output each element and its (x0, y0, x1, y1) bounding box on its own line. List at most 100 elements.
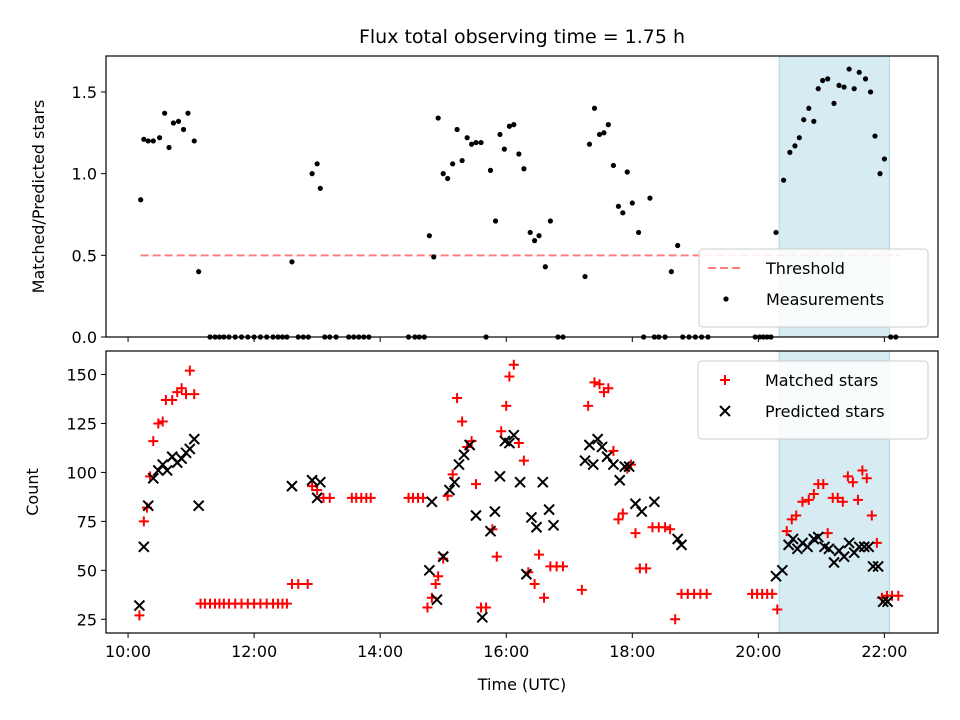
top-point-measurements (150, 138, 156, 144)
bottom-ytick-label: 125 (66, 414, 97, 433)
bottom-point-predicted-stars (314, 476, 327, 488)
bottom-xtick-label: 16:00 (483, 642, 529, 661)
bottom-point-matched-stars (470, 479, 481, 490)
bottom-point-predicted-stars (843, 537, 855, 549)
top-point-measurements (289, 259, 295, 265)
top-point-measurements (636, 229, 642, 236)
bottom-point-matched-stars (496, 426, 507, 437)
bottom-point-predicted-stars (423, 564, 436, 577)
bottom-point-matched-stars (176, 383, 187, 394)
bottom-point-predicted-stars (311, 492, 323, 504)
bottom-point-predicted-stars (489, 505, 501, 518)
bottom-point-matched-stars (893, 590, 904, 601)
bottom-point-matched-stars (822, 528, 833, 539)
top-point-measurements (497, 131, 503, 138)
bottom-legend-marker (720, 375, 730, 385)
top-point-measurements (591, 105, 598, 111)
bottom-point-predicted-stars (142, 500, 154, 512)
bottom-point-matched-stars (660, 522, 671, 533)
bottom-point-matched-stars (772, 604, 783, 615)
top-point-measurements (851, 86, 857, 92)
bottom-point-predicted-stars (543, 503, 555, 516)
bottom-point-matched-stars (576, 584, 587, 595)
bottom-point-matched-stars (508, 359, 519, 370)
bottom-point-matched-stars (418, 492, 429, 503)
top-point-measurements (841, 84, 847, 90)
bottom-point-matched-stars (138, 516, 149, 527)
top-point-measurements (145, 138, 151, 144)
bottom-ytick-label: 100 (66, 463, 97, 482)
top-point-measurements (478, 139, 484, 146)
top-point-measurements (435, 115, 441, 121)
bottom-point-predicted-stars (157, 458, 169, 471)
bottom-point-predicted-stars (133, 599, 146, 612)
top-point-measurements (825, 76, 831, 82)
top-point-measurements (542, 264, 548, 270)
top-point-measurements (166, 144, 172, 151)
top-point-measurements (521, 166, 527, 172)
bottom-point-matched-stars (134, 610, 145, 621)
bottom-point-predicted-stars (877, 595, 889, 608)
bottom-point-matched-stars (457, 416, 468, 427)
top-point-measurements (836, 82, 842, 89)
bottom-point-predicted-stars (547, 519, 560, 531)
bottom-point-predicted-stars (587, 458, 599, 471)
top-point-measurements (511, 122, 517, 128)
bottom-point-predicted-stars (787, 533, 799, 545)
top-point-measurements (620, 210, 626, 216)
top-point-measurements (787, 149, 793, 155)
top-point-measurements (464, 135, 470, 141)
bottom-point-predicted-stars (453, 458, 465, 471)
top-point-measurements (773, 229, 779, 236)
bottom-xtick-label: 10:00 (105, 642, 151, 661)
top-point-measurements (780, 177, 787, 183)
top-point-measurements (536, 233, 542, 239)
top-point-measurements (170, 120, 177, 126)
bottom-xtick-label: 14:00 (357, 642, 403, 661)
bottom-point-predicted-stars (147, 472, 159, 484)
bottom-point-matched-stars (842, 471, 853, 482)
top-ytick-label: 0.0 (72, 328, 97, 347)
bottom-point-matched-stars (481, 602, 492, 613)
bottom-xlabel: Time (UTC) (477, 675, 566, 694)
bottom-point-matched-stars (808, 488, 819, 499)
top-point-measurements (806, 105, 812, 111)
bottom-point-predicted-stars (613, 474, 626, 486)
bottom-point-predicted-stars (484, 525, 497, 537)
bottom-point-predicted-stars (443, 484, 456, 496)
top-point-measurements (615, 203, 622, 209)
bottom-point-predicted-stars (437, 550, 449, 563)
bottom-point-predicted-stars (881, 595, 894, 608)
top-point-measurements (162, 110, 168, 116)
top-point-measurements (547, 218, 553, 224)
bottom-point-matched-stars (153, 418, 164, 429)
bottom-point-predicted-stars (623, 460, 635, 473)
bottom-point-matched-stars (603, 383, 614, 394)
top-point-measurements (487, 167, 494, 173)
bottom-point-predicted-stars (192, 500, 205, 512)
top-point-measurements (426, 233, 432, 239)
bottom-point-matched-stars (534, 549, 545, 560)
top-point-measurements (191, 138, 197, 144)
bottom-point-predicted-stars (853, 541, 865, 553)
top-point-measurements (506, 123, 512, 129)
bottom-point-matched-stars (832, 492, 843, 503)
bottom-point-predicted-stars (648, 496, 661, 508)
top-panel: 0.0 0.5 1.0 1.5 Matched/Predicted stars Thres… (29, 55, 939, 347)
bottom-point-matched-stars (157, 416, 168, 427)
top-point-measurements (138, 197, 144, 203)
bottom-point-predicted-stars (872, 560, 884, 573)
top-point-measurements (185, 110, 191, 116)
bottom-point-predicted-stars (636, 505, 648, 518)
bottom-point-matched-stars (302, 579, 313, 590)
bottom-point-predicted-stars (448, 476, 461, 488)
top-point-measurements (445, 175, 451, 182)
bottom-point-predicted-stars (537, 476, 549, 488)
bottom-xtick-label: 20:00 (735, 642, 781, 661)
bottom-point-predicted-stars (520, 568, 533, 580)
bottom-point-predicted-stars (476, 611, 488, 624)
bottom-point-predicted-stars (607, 458, 620, 471)
bottom-point-predicted-stars (175, 453, 188, 465)
top-point-measurements (596, 131, 603, 138)
bottom-point-predicted-stars (470, 509, 482, 522)
